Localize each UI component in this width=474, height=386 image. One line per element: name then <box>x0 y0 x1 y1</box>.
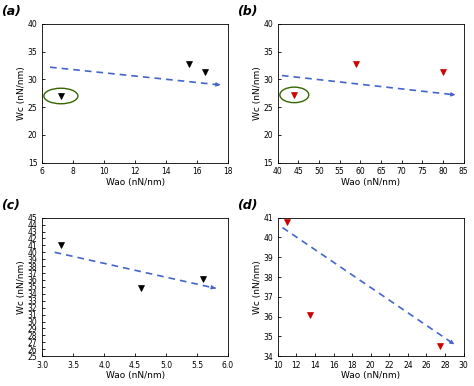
Text: (a): (a) <box>1 5 21 19</box>
Text: (b): (b) <box>237 5 257 19</box>
Y-axis label: Wc (nN/nm): Wc (nN/nm) <box>17 66 26 120</box>
X-axis label: Wao (nN/nm): Wao (nN/nm) <box>341 371 400 381</box>
X-axis label: Wao (nN/nm): Wao (nN/nm) <box>106 178 165 187</box>
Y-axis label: Wc (nN/nm): Wc (nN/nm) <box>253 66 262 120</box>
Text: (d): (d) <box>237 199 257 212</box>
X-axis label: Wao (nN/nm): Wao (nN/nm) <box>106 371 165 381</box>
Text: (c): (c) <box>1 199 20 212</box>
Y-axis label: Wc (nN/nm): Wc (nN/nm) <box>17 260 26 314</box>
Y-axis label: Wc (nN/nm): Wc (nN/nm) <box>253 260 262 314</box>
X-axis label: Wao (nN/nm): Wao (nN/nm) <box>341 178 400 187</box>
